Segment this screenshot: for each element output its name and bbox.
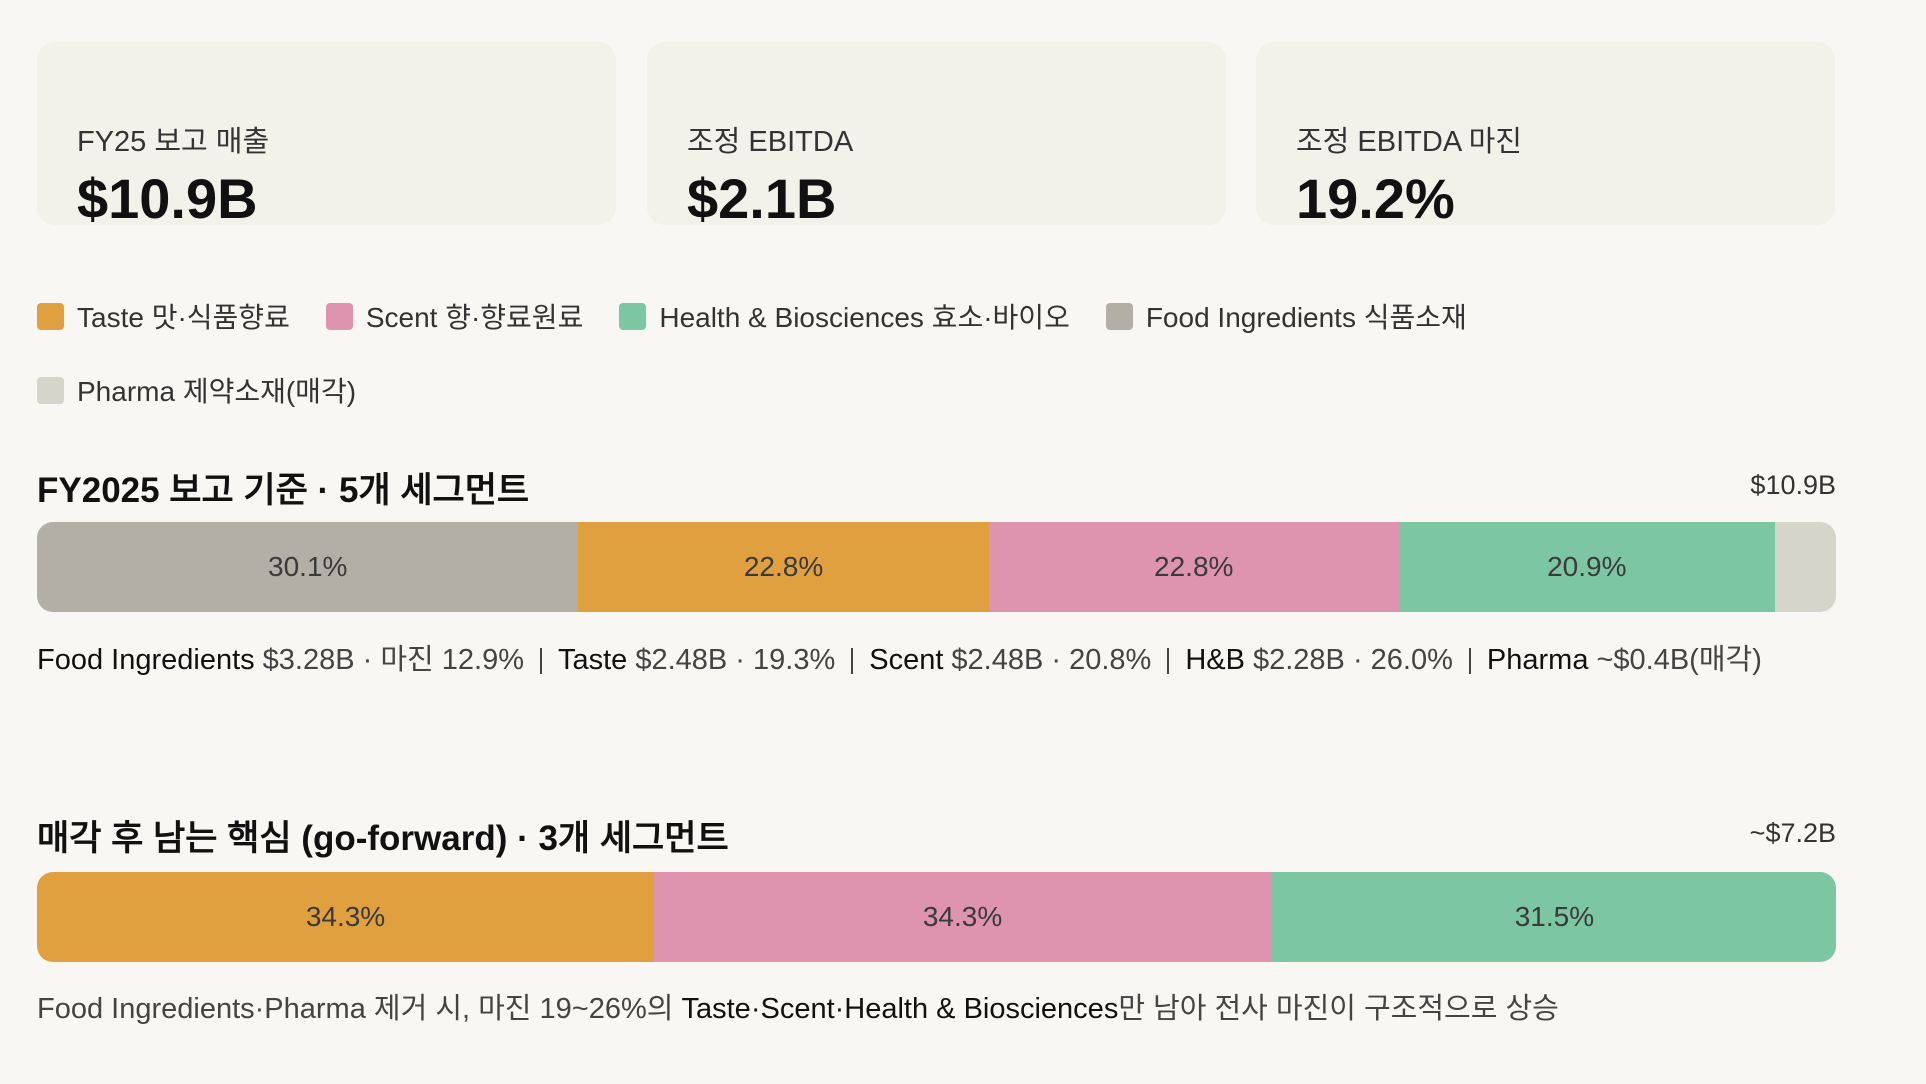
legend-item: Food Ingredients 식품소재 xyxy=(1105,296,1467,336)
note-name: Pharma xyxy=(1486,644,1589,676)
kpi-card: FY25 보고 매출 $10.9B xyxy=(37,42,616,230)
note-text: 만 남아 전사 마진이 구조적으로 상승 xyxy=(1118,993,1559,1025)
data-label: 22.8% xyxy=(1154,551,1234,582)
note-detail: ~$0.4B(매각) xyxy=(1596,644,1762,676)
kpi-value: $2.1B xyxy=(687,167,837,230)
separator xyxy=(1167,648,1170,675)
legend-item: Pharma 제약소재(매각) xyxy=(37,370,356,410)
legend-label: Pharma 제약소재(매각) xyxy=(77,376,357,407)
data-label: 34.3% xyxy=(305,901,386,932)
chart-title: 매각 후 남는 핵심 (go-forward) · 3개 세그먼트 xyxy=(37,819,729,858)
bar-segment: 30.1% xyxy=(37,522,579,612)
separator xyxy=(851,648,854,675)
bar-segment: 34.3% xyxy=(654,872,1272,962)
note-text: Taste·Scent·Health & Biosciences xyxy=(681,993,1119,1025)
legend-label: Health & Biosciences 효소·바이오 xyxy=(659,302,1070,333)
chart-total: $10.9B xyxy=(1750,470,1836,500)
legend-label: Scent 향·향료원료 xyxy=(365,302,584,333)
bar-segment: 34.3% xyxy=(37,872,655,962)
kpi-card: 조정 EBITDA $2.1B xyxy=(647,42,1226,230)
note-detail: $2.48B · 19.3% xyxy=(635,644,836,676)
note-text: Food Ingredients·Pharma 제거 시, 마진 19~26%의 xyxy=(37,993,682,1025)
legend-label: Taste 맛·식품향료 xyxy=(77,302,290,333)
chart-title: FY2025 보고 기준 · 5개 세그먼트 xyxy=(37,471,530,510)
bar-segment: 20.9% xyxy=(1398,522,1775,612)
bar-segment: 31.5% xyxy=(1271,872,1836,962)
data-label: 20.9% xyxy=(1547,551,1627,582)
data-label: 22.8% xyxy=(743,551,824,582)
legend: Taste 맛·식품향료 Scent 향·향료원료 Health & Bioscie… xyxy=(37,296,1657,410)
chart-note: Food Ingredients $3.28B · 마진 12.9% Taste $2… xyxy=(37,634,1837,686)
legend-label: Food Ingredients 식품소재 xyxy=(1145,302,1467,333)
chart-total: ~$7.2B xyxy=(1749,818,1836,848)
note-name: Scent xyxy=(869,644,944,676)
kpi-card: 조정 EBITDA 마진 19.2% xyxy=(1256,42,1835,230)
kpi-label: 조정 EBITDA xyxy=(687,126,854,158)
stacked-bar: 34.3% 34.3% 31.5% xyxy=(37,872,1836,962)
kpi-label: 조정 EBITDA 마진 xyxy=(1296,126,1522,158)
note-name: Food Ingredients xyxy=(37,644,255,676)
bar-segment: 22.8% xyxy=(988,522,1399,612)
data-label: 30.1% xyxy=(268,551,348,582)
kpi-value: $10.9B xyxy=(77,167,258,230)
legend-swatch xyxy=(619,302,647,330)
legend-swatch xyxy=(325,302,353,330)
legend-swatch xyxy=(1105,302,1133,330)
data-label: 31.5% xyxy=(1514,901,1595,932)
bar-segment xyxy=(1774,522,1836,612)
note-detail: $2.28B · 26.0% xyxy=(1252,644,1453,676)
legend-swatch xyxy=(37,302,64,330)
note-detail: $2.48B · 20.8% xyxy=(951,644,1152,676)
legend-item: Taste 맛·식품향료 xyxy=(37,296,290,336)
legend-swatch xyxy=(37,376,64,404)
note-name: H&B xyxy=(1185,644,1245,676)
note-detail: $3.28B · 마진 12.9% xyxy=(262,644,524,676)
separator xyxy=(1468,648,1471,675)
chart-note: Food Ingredients·Pharma 제거 시, 마진 19~26%의… xyxy=(37,983,1837,1035)
separator xyxy=(540,648,542,675)
note-name: Taste xyxy=(558,644,628,676)
kpi-value: 19.2% xyxy=(1296,167,1455,230)
bar-segment: 22.8% xyxy=(578,522,989,612)
stacked-bar: 30.1% 22.8% 22.8% 20.9% xyxy=(37,522,1836,612)
data-label: 34.3% xyxy=(922,901,1003,932)
kpi-label: FY25 보고 매출 xyxy=(77,126,270,158)
legend-item: Health & Biosciences 효소·바이오 xyxy=(619,296,1070,336)
legend-item: Scent 향·향료원료 xyxy=(325,296,584,336)
